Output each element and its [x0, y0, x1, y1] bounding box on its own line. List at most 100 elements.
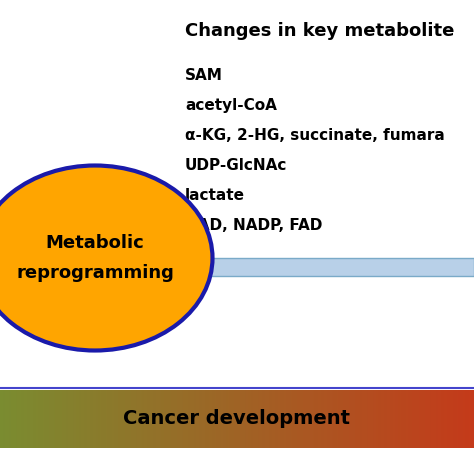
- Bar: [439, 390, 441, 448]
- Bar: [246, 390, 248, 448]
- Bar: [172, 390, 174, 448]
- Bar: [395, 390, 397, 448]
- Bar: [110, 390, 113, 448]
- Bar: [153, 390, 155, 448]
- Bar: [183, 390, 185, 448]
- Bar: [423, 390, 426, 448]
- Bar: [251, 390, 253, 448]
- Bar: [188, 390, 190, 448]
- Bar: [27, 390, 29, 448]
- Bar: [198, 390, 200, 448]
- Bar: [466, 390, 468, 448]
- Bar: [328, 390, 331, 448]
- Bar: [404, 390, 407, 448]
- Bar: [267, 390, 269, 448]
- Bar: [104, 390, 106, 448]
- Bar: [170, 258, 474, 276]
- Bar: [174, 390, 176, 448]
- Bar: [33, 390, 35, 448]
- Bar: [49, 390, 51, 448]
- Bar: [36, 390, 38, 448]
- Bar: [152, 390, 154, 448]
- Bar: [112, 390, 114, 448]
- Bar: [378, 390, 380, 448]
- Bar: [167, 390, 170, 448]
- Bar: [330, 390, 332, 448]
- Bar: [456, 390, 459, 448]
- Bar: [39, 390, 42, 448]
- Bar: [359, 390, 361, 448]
- Bar: [201, 390, 203, 448]
- Bar: [158, 390, 160, 448]
- Text: Cancer development: Cancer development: [124, 410, 350, 428]
- Bar: [146, 390, 147, 448]
- Bar: [292, 390, 294, 448]
- Bar: [416, 390, 418, 448]
- Bar: [392, 390, 394, 448]
- Bar: [186, 390, 189, 448]
- Bar: [179, 390, 181, 448]
- Bar: [352, 390, 355, 448]
- Bar: [264, 390, 266, 448]
- Bar: [374, 390, 376, 448]
- Bar: [300, 390, 302, 448]
- Bar: [202, 390, 204, 448]
- Bar: [109, 390, 111, 448]
- Bar: [191, 390, 193, 448]
- Bar: [469, 390, 471, 448]
- Bar: [81, 390, 82, 448]
- Bar: [84, 390, 86, 448]
- Bar: [291, 390, 293, 448]
- Bar: [100, 390, 101, 448]
- Bar: [284, 390, 286, 448]
- Bar: [89, 390, 91, 448]
- Bar: [383, 390, 384, 448]
- Text: SAM: SAM: [185, 68, 223, 83]
- Bar: [338, 390, 340, 448]
- Bar: [360, 390, 362, 448]
- Bar: [229, 390, 231, 448]
- Bar: [387, 390, 389, 448]
- Bar: [236, 390, 237, 448]
- Bar: [60, 390, 62, 448]
- Bar: [400, 390, 402, 448]
- Bar: [163, 390, 165, 448]
- Bar: [373, 390, 375, 448]
- Bar: [35, 390, 37, 448]
- Bar: [180, 390, 182, 448]
- Bar: [345, 390, 346, 448]
- Bar: [185, 390, 187, 448]
- Bar: [196, 390, 198, 448]
- Bar: [319, 390, 321, 448]
- Bar: [232, 390, 234, 448]
- Bar: [278, 390, 280, 448]
- Bar: [365, 390, 367, 448]
- Text: α-KG, 2-HG, succinate, fumara: α-KG, 2-HG, succinate, fumara: [185, 128, 445, 143]
- Bar: [381, 390, 383, 448]
- Bar: [411, 390, 413, 448]
- Bar: [209, 390, 210, 448]
- Bar: [262, 390, 264, 448]
- Bar: [5, 390, 7, 448]
- Bar: [114, 390, 116, 448]
- Bar: [275, 390, 277, 448]
- Bar: [427, 390, 428, 448]
- Bar: [128, 390, 130, 448]
- Bar: [280, 390, 282, 448]
- Bar: [435, 390, 437, 448]
- Bar: [256, 390, 258, 448]
- Bar: [46, 390, 48, 448]
- Bar: [147, 390, 149, 448]
- Bar: [237, 390, 239, 448]
- Bar: [261, 390, 263, 448]
- Bar: [283, 390, 285, 448]
- Bar: [311, 390, 313, 448]
- Bar: [250, 390, 252, 448]
- Bar: [28, 390, 30, 448]
- Bar: [148, 390, 151, 448]
- Bar: [446, 390, 447, 448]
- Bar: [326, 390, 328, 448]
- Bar: [420, 390, 422, 448]
- Bar: [422, 390, 424, 448]
- Bar: [123, 390, 125, 448]
